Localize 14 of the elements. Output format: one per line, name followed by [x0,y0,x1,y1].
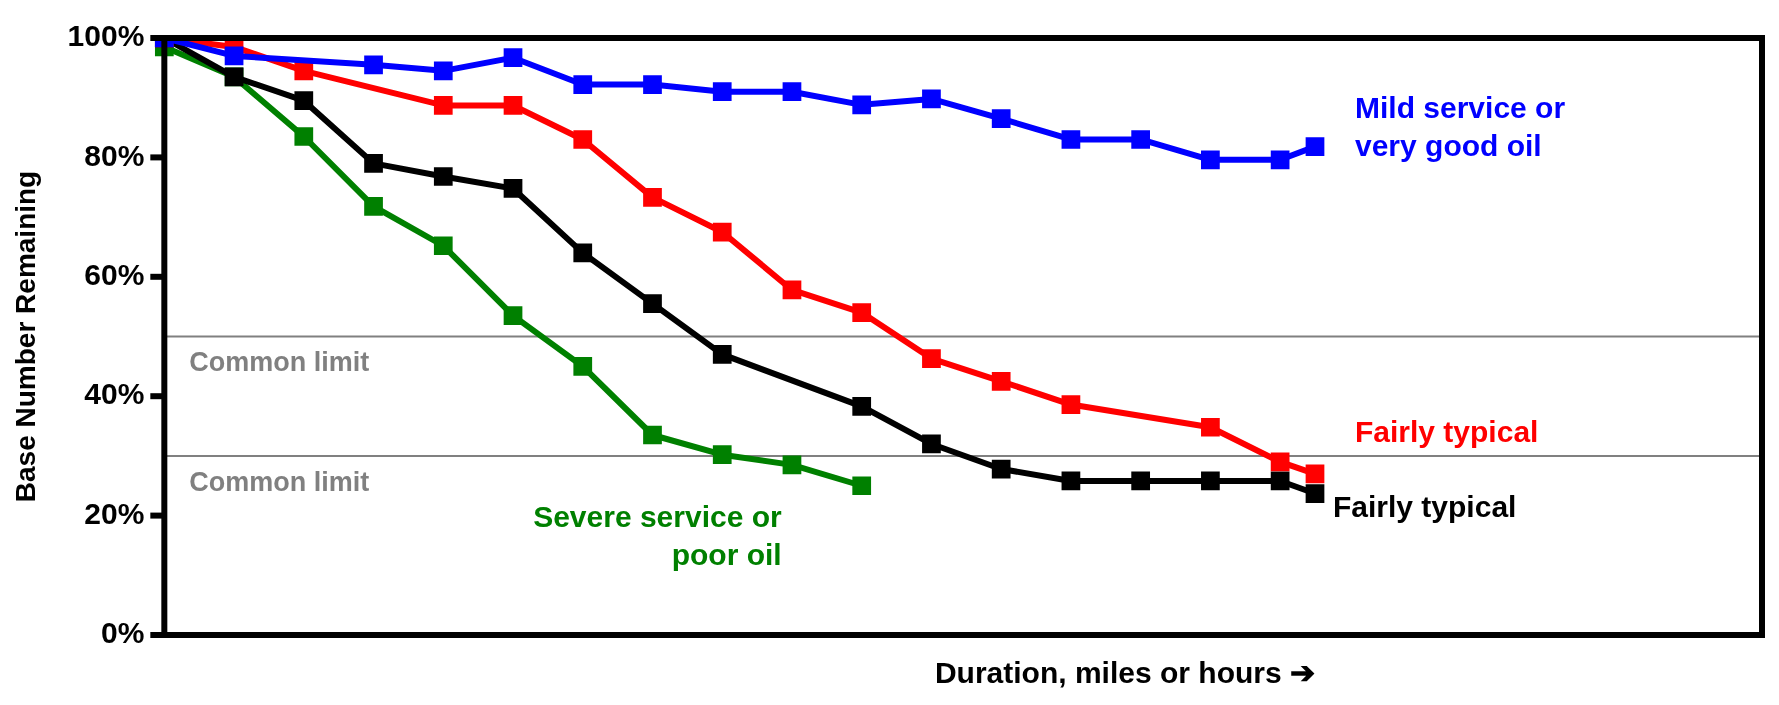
ref-line-label: Common limit [189,347,370,378]
y-tick-label: 60% [84,258,145,292]
ref-line-label: Common limit [189,466,370,497]
x-axis-title: Duration, miles or hours ➔ [934,656,1315,690]
y-tick-label: 100% [67,19,145,53]
y-tick-label: 40% [84,377,145,411]
series-label: Severe service or poor oil [533,500,783,572]
series-label: Fairly typical [1333,489,1517,523]
y-axis-title: Base Number Remaining [9,170,41,503]
y-tick-label: 0% [100,616,145,650]
series-label: Fairly typical [1355,415,1539,449]
y-tick-label: 80% [84,138,145,172]
y-tick-label: 20% [84,496,145,530]
series-label: Mild service or very good oil [1355,90,1566,162]
